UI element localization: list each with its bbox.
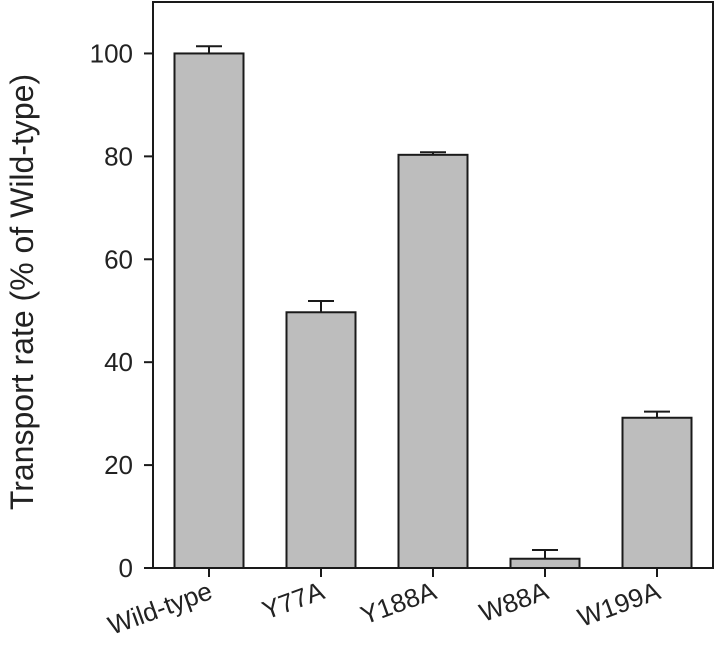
x-tick-label: W88A <box>475 575 552 628</box>
y-axis-title: Transport rate (% of Wild-type) <box>4 74 40 510</box>
x-tick-label: Y77A <box>258 575 329 625</box>
bar <box>173 52 245 570</box>
plot-area: 0 20 40 60 80 100 Wild-type Y77A Y188A W88A W199A <box>90 1 714 641</box>
x-tick-label: W199A <box>574 575 665 633</box>
x-tick-label: Wild-type <box>104 575 216 640</box>
bar <box>509 557 581 569</box>
y-tick-label: 20 <box>104 450 133 480</box>
y-tick-label: 60 <box>104 244 133 274</box>
y-tick-label: 0 <box>119 553 133 583</box>
bar <box>621 416 693 569</box>
bar <box>397 153 469 569</box>
y-tick-label: 40 <box>104 347 133 377</box>
bar <box>285 311 357 569</box>
x-tick-label: Y188A <box>356 575 440 630</box>
y-tick-label: 80 <box>104 141 133 171</box>
y-tick-label: 100 <box>90 38 133 68</box>
